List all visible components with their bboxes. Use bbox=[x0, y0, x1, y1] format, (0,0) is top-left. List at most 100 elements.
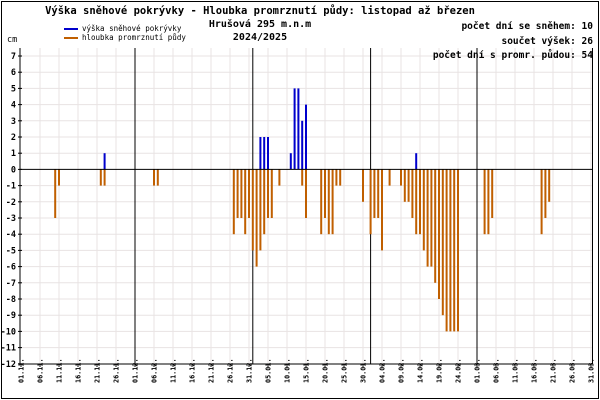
x-tick-label: 01.03. bbox=[474, 358, 482, 383]
station-name: Hrušová 295 m.n.m bbox=[208, 19, 312, 30]
frost-bar bbox=[278, 169, 281, 186]
frost-bar bbox=[544, 169, 547, 218]
frost-bar bbox=[415, 169, 418, 235]
y-tick-label: 0 bbox=[11, 165, 16, 175]
y-tick-label: -2 bbox=[6, 198, 16, 208]
legend: výška sněhové pokrývky hloubka promrznut… bbox=[64, 24, 186, 42]
snow-bar bbox=[263, 137, 266, 170]
frost-bar bbox=[483, 169, 486, 235]
y-tick-label: -5 bbox=[6, 246, 16, 256]
y-tick-label: 3 bbox=[11, 117, 16, 127]
x-tick-label: 30.01. bbox=[360, 358, 368, 383]
frost-bar bbox=[339, 169, 342, 186]
frost-bar bbox=[487, 169, 490, 235]
x-tick-label: 05.01. bbox=[265, 358, 273, 383]
y-tick-label: -7 bbox=[6, 279, 16, 289]
frost-bar bbox=[270, 169, 273, 218]
frost-bar bbox=[232, 169, 235, 235]
x-tick-label: 20.01. bbox=[322, 358, 330, 383]
snow-bar bbox=[301, 120, 304, 170]
x-tick-label: 11.12. bbox=[170, 358, 178, 383]
y-tick-label: 4 bbox=[11, 101, 16, 111]
x-tick-label: 24.02. bbox=[455, 358, 463, 383]
y-tick-label: -6 bbox=[6, 263, 16, 273]
frost-bar bbox=[430, 169, 433, 267]
frost-bar bbox=[388, 169, 391, 186]
y-tick-label: -8 bbox=[6, 295, 16, 305]
x-tick-label: 25.01. bbox=[341, 358, 349, 383]
x-tick-label: 16.12. bbox=[189, 358, 197, 383]
frost-bar bbox=[301, 169, 304, 186]
x-tick-label: 21.11. bbox=[94, 358, 102, 383]
y-tick-label: -12 bbox=[1, 360, 16, 370]
x-tick-label: 15.01. bbox=[303, 358, 311, 383]
frost-bar bbox=[362, 169, 364, 202]
x-tick-label: 26.11. bbox=[113, 358, 121, 383]
snow-bar bbox=[267, 137, 269, 170]
frost-bar bbox=[259, 169, 262, 251]
y-tick-label: -4 bbox=[6, 230, 16, 240]
snow-bar bbox=[415, 153, 418, 170]
frost-bar bbox=[422, 169, 425, 251]
snow-bar bbox=[305, 104, 307, 170]
frost-bar bbox=[240, 169, 243, 218]
legend-item-snow: výška sněhové pokrývky bbox=[64, 24, 186, 33]
snow-bar bbox=[289, 153, 292, 170]
snow-bar bbox=[103, 153, 106, 170]
frost-bar bbox=[369, 169, 372, 235]
stat-sum-of-heights: součet výšek: 26 bbox=[501, 36, 593, 47]
stat-days-with-snow: počet dní se sněhem: 10 bbox=[461, 21, 593, 32]
frost-bar bbox=[255, 169, 258, 267]
frost-bar bbox=[453, 169, 456, 332]
frost-bar bbox=[540, 169, 543, 235]
frost-bar bbox=[373, 169, 376, 218]
y-tick-label: 6 bbox=[11, 68, 16, 78]
frost-bar bbox=[327, 169, 330, 235]
frost-bar bbox=[58, 169, 60, 186]
x-tick-label: 09.02. bbox=[398, 358, 406, 383]
frost-bar bbox=[403, 169, 406, 202]
x-tick-label: 11.11. bbox=[56, 358, 64, 383]
frost-bar bbox=[419, 169, 421, 235]
frost-bar bbox=[426, 169, 429, 267]
x-tick-label: 06.12. bbox=[151, 358, 159, 383]
frost-bar bbox=[305, 169, 307, 218]
snow-series-swatch bbox=[64, 27, 78, 30]
x-tick-label: 06.03. bbox=[493, 358, 501, 383]
stat-days-frozen-soil: počet dní s promr. půdou: 54 bbox=[432, 50, 593, 61]
frost-bar bbox=[381, 169, 383, 251]
x-tick-label: 21.12. bbox=[208, 358, 216, 383]
y-tick-label: -1 bbox=[6, 182, 16, 192]
legend-label-frost: hloubka promrznutí půdy bbox=[82, 33, 186, 42]
frost-bar bbox=[54, 169, 57, 218]
frost-bar bbox=[331, 169, 334, 235]
snow-bar bbox=[259, 137, 262, 170]
frost-bar bbox=[457, 169, 459, 332]
y-axis-unit-label: cm bbox=[7, 35, 18, 45]
season-label: 2024/2025 bbox=[232, 32, 288, 43]
frost-bar bbox=[377, 169, 380, 218]
frost-bar bbox=[251, 169, 254, 251]
x-tick-label: 04.02. bbox=[379, 358, 387, 383]
x-tick-label: 01.11. bbox=[18, 358, 26, 383]
frost-bar bbox=[248, 169, 250, 218]
frost-series-swatch bbox=[64, 36, 78, 39]
frost-bar bbox=[434, 169, 437, 283]
y-tick-label: -11 bbox=[1, 344, 16, 354]
frost-bar bbox=[320, 169, 323, 235]
frost-bar bbox=[449, 169, 452, 332]
x-tick-label: 31.03. bbox=[588, 358, 596, 383]
frost-bar bbox=[445, 169, 448, 332]
frost-bar bbox=[236, 169, 239, 218]
y-tick-label: -9 bbox=[6, 311, 16, 321]
x-tick-label: 06.11. bbox=[37, 358, 45, 383]
chart-title: Výška sněhové pokrývky - Hloubka promrzn… bbox=[45, 5, 475, 17]
legend-item-frost: hloubka promrznutí půdy bbox=[64, 33, 186, 42]
frost-bar bbox=[103, 169, 106, 186]
frost-bar bbox=[548, 169, 551, 202]
frost-bar bbox=[335, 169, 338, 186]
frost-bar bbox=[267, 169, 269, 218]
